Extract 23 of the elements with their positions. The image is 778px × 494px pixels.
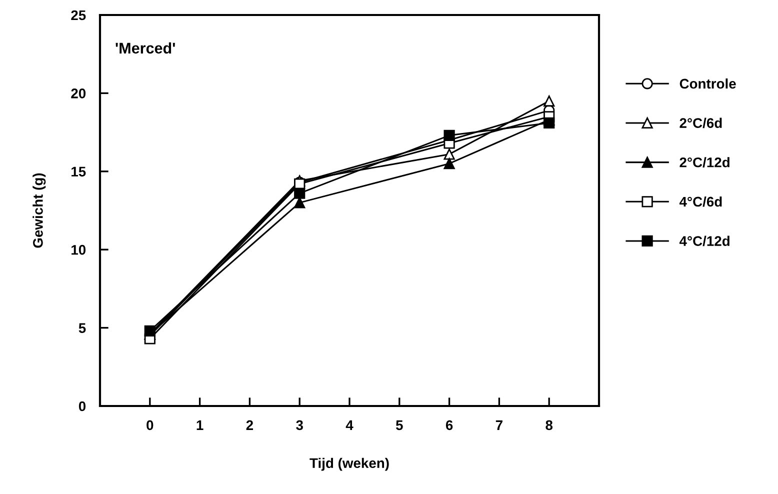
- x-tick-label: 7: [496, 420, 502, 430]
- x-tick-label: 5: [396, 420, 403, 430]
- y-axis-title: Gewicht (g): [32, 173, 46, 248]
- y-tick-label: 15: [72, 166, 86, 177]
- y-tick-label: 10: [72, 244, 86, 255]
- x-tick-label: 6: [446, 420, 453, 430]
- legend-label: 2°C/6d: [680, 118, 722, 128]
- x-tick-label: 8: [546, 420, 553, 430]
- x-axis-title: Tijd (weken): [310, 458, 389, 471]
- x-tick-label: 4: [346, 420, 354, 430]
- legend-label: 2°C/12d: [680, 157, 730, 168]
- y-tick-label: 0: [78, 401, 86, 412]
- legend-label: Controle: [680, 78, 736, 89]
- x-tick-label: 0: [146, 420, 154, 430]
- legend-label: 4°C/12d: [679, 236, 730, 246]
- x-tick-label: 1: [196, 420, 204, 430]
- y-tick-label: 5: [78, 323, 86, 333]
- y-tick-label: 20: [71, 88, 86, 98]
- y-tick-label: 25: [71, 10, 86, 20]
- x-tick-label: 3: [296, 420, 303, 430]
- x-tick-label: 2: [246, 420, 254, 430]
- legend-label: 4°C/6d: [679, 196, 722, 207]
- annotation: 'Merced': [116, 42, 175, 54]
